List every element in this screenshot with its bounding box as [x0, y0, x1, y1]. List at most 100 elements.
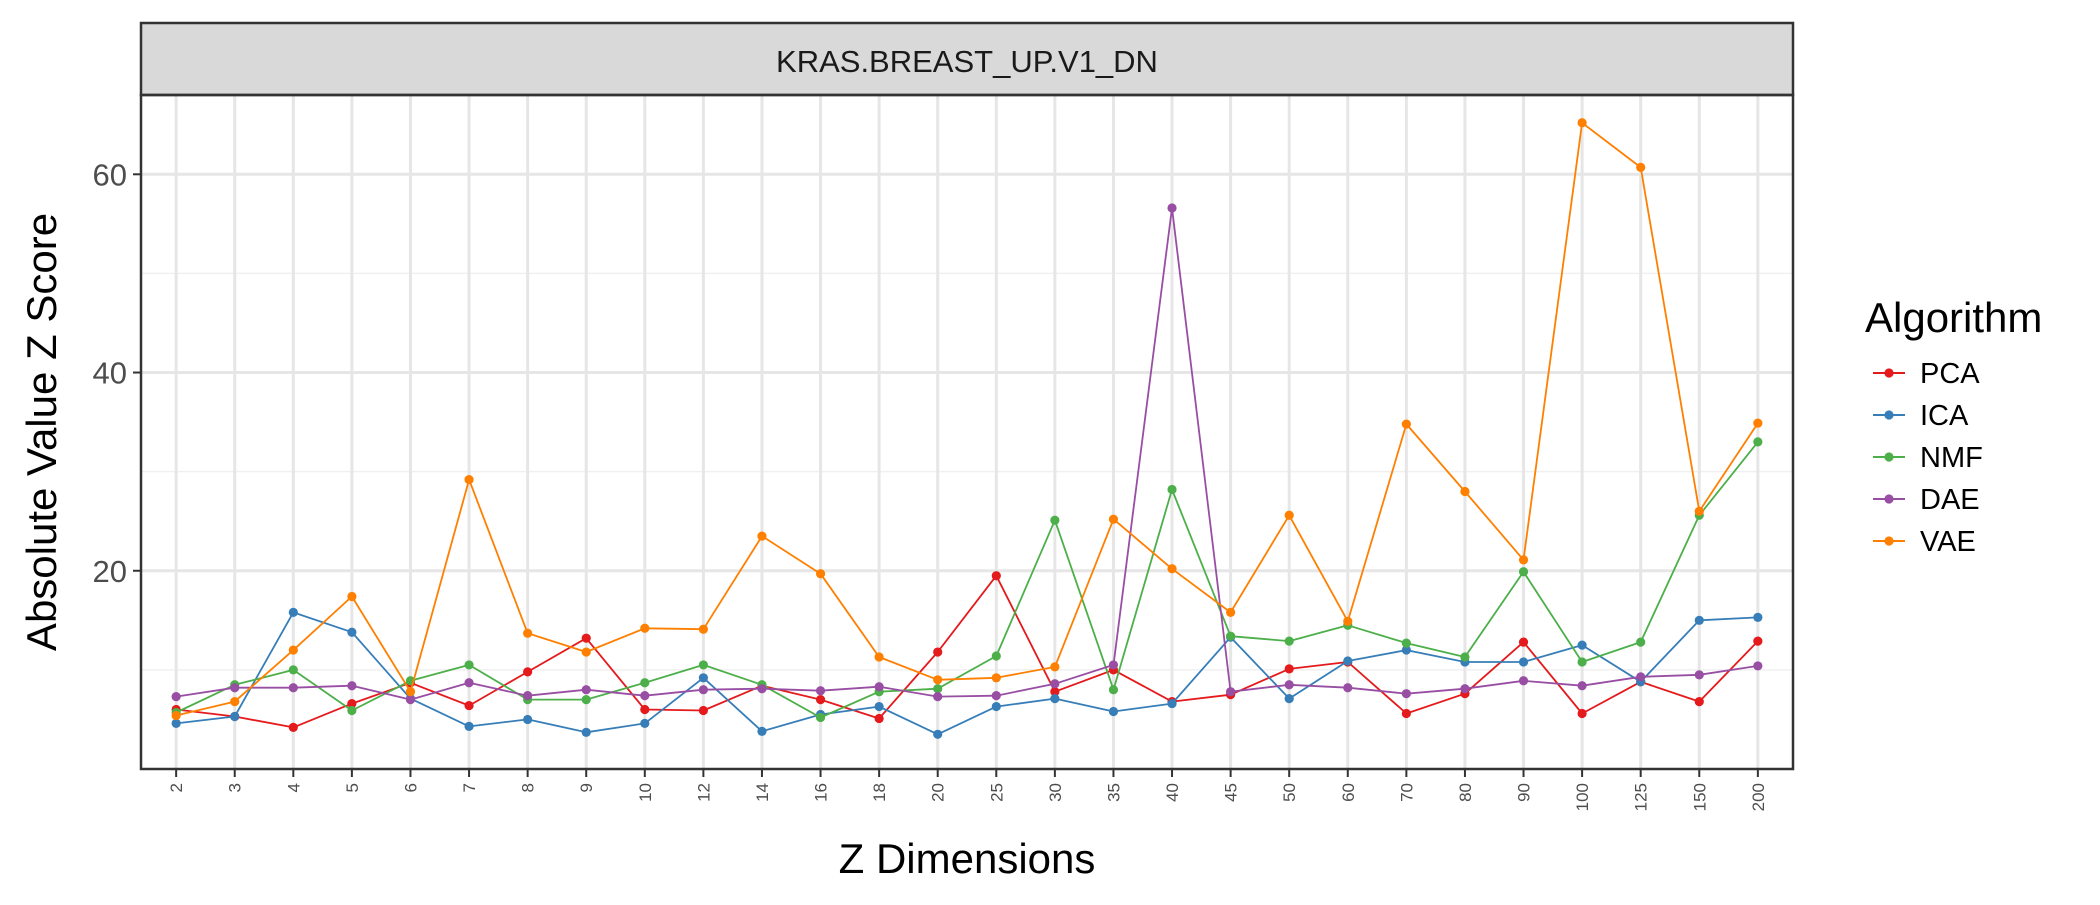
data-point-vae	[1108, 514, 1119, 524]
data-point-vae	[171, 710, 181, 721]
data-point-dae	[523, 691, 533, 701]
data-point-vae	[581, 647, 591, 657]
data-point-vae	[1577, 118, 1587, 128]
data-point-ica	[581, 727, 591, 737]
x-tick-label: 45	[1222, 783, 1241, 802]
data-point-vae	[1226, 607, 1236, 617]
data-point-nmf	[347, 705, 357, 716]
data-point-vae	[1518, 555, 1529, 565]
y-tick-label: 60	[93, 157, 127, 192]
data-point-vae	[1636, 162, 1646, 172]
data-point-nmf	[1401, 638, 1411, 648]
x-tick-label: 7	[460, 783, 479, 792]
data-point-nmf	[1577, 657, 1587, 667]
data-point-dae	[1577, 681, 1587, 691]
data-point-nmf	[1460, 652, 1470, 662]
data-point-ica	[1694, 615, 1704, 625]
data-point-dae	[1343, 683, 1353, 693]
data-point-dae	[1518, 676, 1529, 686]
data-point-dae	[1284, 680, 1294, 690]
series-line-pca	[175, 574, 1759, 729]
data-point-dae	[1460, 684, 1470, 694]
x-tick-label: 60	[1339, 783, 1358, 802]
legend-label: ICA	[1920, 400, 1969, 432]
data-point-nmf	[815, 712, 826, 723]
data-point-dae	[1753, 661, 1763, 671]
data-point-pca	[288, 722, 298, 732]
data-point-dae	[815, 686, 826, 696]
data-point-pca	[581, 633, 591, 643]
data-point-ica	[1050, 694, 1060, 704]
x-tick-label: 16	[812, 783, 831, 802]
panel-border	[139, 93, 1795, 771]
data-point-dae	[464, 678, 474, 688]
data-point-dae	[933, 692, 943, 702]
data-point-nmf	[1636, 637, 1646, 647]
data-point-ica	[991, 701, 1001, 712]
data-point-vae	[757, 531, 767, 541]
x-tick-label: 14	[753, 783, 772, 802]
data-point-vae	[991, 673, 1001, 683]
data-point-dae	[405, 695, 416, 705]
data-point-dae	[171, 692, 181, 702]
data-point-vae	[1050, 662, 1060, 672]
series-line-vae	[175, 121, 1759, 717]
data-point-dae	[1401, 689, 1411, 699]
data-point-pca	[1284, 664, 1294, 674]
data-point-pca	[1577, 708, 1587, 719]
legend-key-point	[1884, 494, 1894, 504]
x-tick-label: 10	[636, 783, 655, 802]
data-point-nmf	[1050, 515, 1060, 525]
data-point-dae	[1050, 679, 1060, 689]
data-point-ica	[640, 718, 650, 729]
legend-key-point	[1884, 410, 1894, 420]
data-point-nmf	[1518, 567, 1529, 577]
data-point-ica	[230, 711, 240, 722]
x-tick-label: 70	[1397, 783, 1416, 802]
data-point-vae	[405, 687, 416, 697]
data-point-vae	[1284, 510, 1294, 520]
x-tick-label: 9	[577, 783, 596, 792]
data-point-pca	[815, 695, 826, 705]
x-tick-label: 18	[870, 783, 889, 802]
data-point-dae	[698, 685, 708, 695]
data-point-ica	[1577, 640, 1587, 650]
data-point-dae	[1636, 672, 1646, 682]
data-point-ica	[1518, 657, 1529, 667]
y-tick-label: 40	[93, 356, 127, 391]
data-point-nmf	[288, 665, 298, 675]
data-point-pca	[991, 571, 1001, 581]
data-point-dae	[1108, 660, 1119, 670]
data-point-ica	[933, 729, 943, 739]
x-tick-label: 90	[1515, 783, 1534, 802]
data-point-ica	[874, 701, 884, 712]
data-point-vae	[1401, 419, 1411, 429]
data-point-dae	[288, 683, 298, 693]
data-point-dae	[230, 683, 240, 693]
data-point-nmf	[1108, 685, 1119, 695]
data-point-dae	[874, 682, 884, 692]
data-point-dae	[1694, 670, 1704, 680]
series-line-dae	[175, 207, 1759, 701]
data-point-dae	[347, 681, 357, 691]
data-point-ica	[347, 627, 357, 637]
x-tick-label: 125	[1632, 783, 1651, 811]
data-point-ica	[1401, 645, 1411, 655]
data-point-pca	[523, 667, 533, 677]
x-tick-label: 80	[1456, 783, 1475, 802]
x-tick-label: 200	[1749, 783, 1768, 811]
x-tick-label: 40	[1163, 783, 1182, 802]
data-point-dae	[991, 691, 1001, 701]
x-tick-label: 4	[284, 783, 303, 792]
legend-key-point	[1884, 536, 1894, 546]
data-point-vae	[1343, 616, 1353, 626]
x-tick-label: 2	[167, 783, 186, 792]
legend-title: Algorithm	[1865, 294, 2042, 341]
data-point-pca	[464, 700, 474, 711]
data-point-pca	[698, 705, 708, 716]
y-axis-title: Absolute Value Z Score	[18, 213, 65, 651]
data-point-pca	[1753, 636, 1763, 646]
data-point-nmf	[1284, 636, 1294, 646]
